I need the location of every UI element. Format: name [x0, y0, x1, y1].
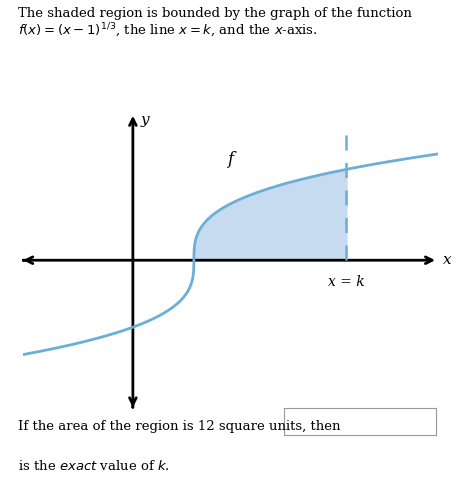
Text: y: y — [140, 113, 149, 127]
Text: f: f — [227, 151, 234, 168]
Text: is the $\it{exact}$ value of $k$.: is the $\it{exact}$ value of $k$. — [18, 459, 171, 473]
Text: $f(x) = (x-1)^{1/3}$, the line $x = k$, and the $x$-axis.: $f(x) = (x-1)^{1/3}$, the line $x = k$, … — [18, 22, 318, 40]
Text: x: x — [443, 253, 451, 267]
Text: If the area of the region is 12 square units, then: If the area of the region is 12 square u… — [18, 420, 341, 433]
Text: The shaded region is bounded by the graph of the function: The shaded region is bounded by the grap… — [18, 7, 412, 20]
Text: x = k: x = k — [328, 275, 365, 289]
